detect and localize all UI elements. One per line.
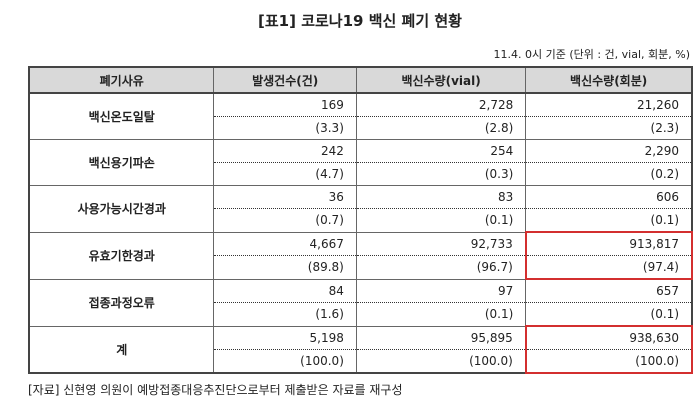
count-cell: 36 [213, 185, 357, 209]
share-cell: (100.0) [213, 349, 357, 374]
count-cell: 95,895 [355, 326, 527, 350]
count-cell: 83 [355, 185, 527, 209]
share-cell: (100.0) [355, 349, 527, 374]
share-cell: (0.1) [355, 302, 527, 327]
source-note: [자료] 신현영 의원이 예방접종대응추진단으로부터 제출받은 자료를 재구성 [28, 383, 403, 397]
count-cell: 2,728 [355, 93, 527, 117]
title: [표1] 코로나19 백신 폐기 현황 [258, 12, 462, 30]
share-row: (3.3) (2.8) (2.3) [29, 116, 693, 140]
share-cell: (0.3) [355, 162, 527, 186]
share-row: (0.7) (0.1) (0.1) [29, 208, 693, 233]
value-row: 백신용기파손 242 254 2,290 [28, 139, 693, 186]
table-body: 백신온도일탈 169 2,728 21,260 (3.3) (2.8) (2.3) 백신용기파… [28, 93, 694, 374]
share-cell: (0.1) [525, 208, 693, 233]
count-cell: 84 [213, 279, 357, 303]
header-row: 폐기사유 발생건수(건) 백신수량(vial) 백신수량(회분) [28, 66, 693, 94]
value-row: 백신온도일탈 169 2,728 21,260 [28, 93, 693, 140]
share-row: (89.8) (96.7) (97.4) [29, 255, 694, 280]
share-cell: (4.7) [213, 162, 357, 186]
share-cell: (0.1) [525, 302, 693, 327]
row-label: 계 [28, 326, 215, 374]
count-cell: 2,290 [525, 139, 693, 163]
share-cell: (89.8) [213, 255, 357, 280]
count-cell: 4,667 [213, 232, 357, 256]
value-row: 접종과정오류 84 97 657 [28, 279, 693, 327]
column-header: 백신수량(회분) [525, 66, 693, 94]
count-cell: 606 [525, 185, 693, 209]
share-cell: (0.7) [213, 208, 357, 233]
share-cell: (0.1) [355, 208, 527, 233]
count-cell: 21,260 [525, 93, 693, 117]
share-cell: (3.3) [213, 116, 357, 140]
share-row: (4.7) (0.3) (0.2) [29, 162, 693, 186]
count-cell: 254 [355, 139, 527, 163]
value-row: 유효기한경과 4,667 92,733 913,817 [28, 231, 694, 280]
share-cell: (0.2) [525, 162, 693, 186]
count-cell: 97 [355, 279, 527, 303]
unit-note: 11.4. 0시 기준 (단위 : 건, vial, 회분, %) [493, 48, 690, 61]
share-cell: (2.8) [355, 116, 527, 140]
share-cell: (2.3) [525, 116, 693, 140]
count-cell: 5,198 [213, 326, 357, 350]
row-label: 백신용기파손 [28, 139, 215, 186]
count-cell: 938,630 [524, 325, 694, 350]
row-label: 유효기한경과 [28, 232, 215, 280]
share-cell: (96.7) [355, 255, 527, 280]
column-header: 백신수량(vial) [355, 66, 527, 94]
row-label: 백신온도일탈 [28, 93, 215, 140]
share-row: (100.0) (100.0) (100.0) [29, 349, 694, 374]
value-row: 사용가능시간경과 36 83 606 [28, 185, 693, 233]
count-cell: 913,817 [524, 231, 694, 256]
row-label: 사용가능시간경과 [28, 185, 215, 233]
count-cell: 242 [213, 139, 357, 163]
share-row: (1.6) (0.1) (0.1) [29, 302, 693, 327]
column-header: 발생건수(건) [213, 66, 357, 94]
value-row: 계 5,198 95,895 938,630 [28, 325, 694, 374]
share-cell: (100.0) [524, 349, 694, 374]
count-cell: 169 [213, 93, 357, 117]
count-cell: 657 [525, 279, 693, 303]
share-cell: (1.6) [213, 302, 357, 327]
share-cell: (97.4) [524, 255, 694, 280]
column-header: 폐기사유 [28, 66, 215, 94]
waste-table: 폐기사유 발생건수(건) 백신수량(vial) 백신수량(회분) 백신온도일탈 169 2… [28, 66, 694, 374]
row-label: 접종과정오류 [28, 279, 215, 327]
count-cell: 92,733 [355, 232, 527, 256]
